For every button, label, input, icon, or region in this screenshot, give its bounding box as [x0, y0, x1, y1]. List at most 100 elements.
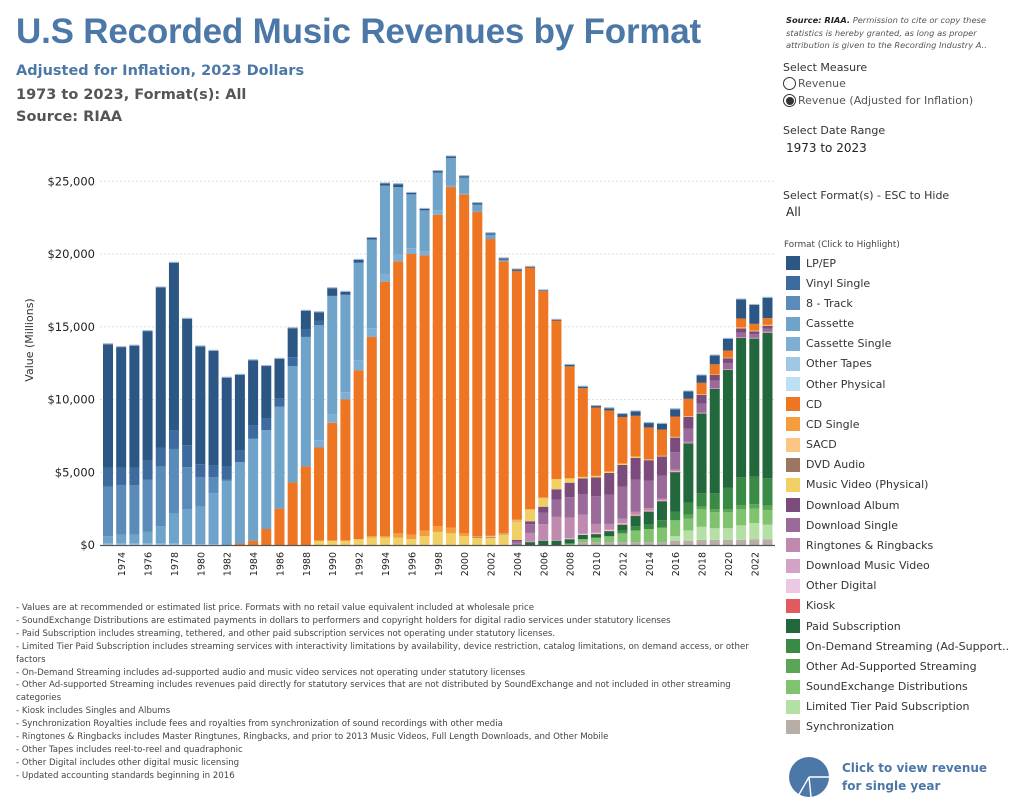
radio-unselected-icon[interactable]: [783, 77, 796, 90]
legend-item[interactable]: SACD: [786, 437, 837, 452]
bar-segment: [604, 531, 615, 537]
legend-label: Other Ad-Supported Streaming: [806, 659, 977, 673]
bar-segment: [696, 394, 707, 395]
legend-item[interactable]: SoundExchange Distributions: [786, 679, 968, 694]
format-filter-value[interactable]: All: [786, 205, 801, 219]
bar-segment: [749, 476, 760, 505]
legend-item[interactable]: Paid Subscription: [786, 619, 901, 634]
legend-swatch: [786, 296, 800, 311]
bar-segment: [366, 328, 377, 337]
bar-cap: [287, 327, 298, 329]
bar-segment: [670, 469, 681, 472]
bar-segment: [564, 364, 575, 367]
bar-segment: [617, 523, 628, 525]
bar-segment: [709, 493, 720, 510]
legend-item[interactable]: Ringtones & Ringbacks: [786, 538, 933, 553]
bar-segment: [564, 517, 575, 539]
bar-segment: [327, 422, 338, 541]
legend-item[interactable]: Limited Tier Paid Subscription: [786, 699, 970, 714]
footnotes: - Values are at recommended or estimated…: [16, 602, 761, 783]
bar-segment: [683, 443, 694, 444]
bar-segment: [722, 369, 733, 488]
single-year-pie-button[interactable]: Click to view revenue for single year: [788, 756, 992, 798]
bar-segment: [551, 479, 562, 490]
bar-segment: [630, 411, 641, 416]
bar-segment: [327, 414, 338, 423]
bar-segment: [577, 539, 588, 543]
legend-swatch: [786, 417, 800, 432]
legend-item[interactable]: Kiosk: [786, 598, 835, 613]
bar-segment: [525, 541, 536, 543]
legend-item[interactable]: LP/EP: [786, 256, 836, 270]
bar-segment: [709, 509, 720, 513]
legend-item[interactable]: Music Video (Physical): [786, 477, 928, 492]
bar-segment: [155, 466, 166, 527]
bar-segment: [683, 502, 694, 515]
legend-item[interactable]: Other Tapes: [786, 356, 872, 371]
bar-segment: [248, 360, 259, 426]
footnote: - Limited Tier Paid Subscription include…: [16, 641, 749, 665]
legend-swatch: [786, 518, 800, 533]
legend-item[interactable]: Vinyl Single: [786, 276, 870, 291]
dashboard-title: U.S Recorded Music Revenues by Format: [16, 12, 702, 51]
bar-segment: [182, 467, 193, 510]
bar-segment: [591, 475, 602, 478]
legend-item[interactable]: CD: [786, 397, 822, 412]
bar-segment: [762, 510, 773, 525]
bar-segment: [591, 523, 602, 533]
bar-segment: [300, 310, 311, 330]
bar-segment: [551, 489, 562, 500]
bar-segment: [287, 328, 298, 358]
radio-selected-icon[interactable]: [783, 94, 796, 107]
y-tick-label: $5,000: [55, 465, 95, 479]
bar-segment: [630, 457, 641, 480]
x-tick-label: 2018: [698, 552, 709, 576]
legend-item[interactable]: Other Digital: [786, 578, 876, 593]
bar-segment: [722, 369, 733, 370]
bar-cap: [379, 182, 390, 184]
legend-item[interactable]: Other Ad-Supported Streaming: [786, 659, 977, 674]
bar-segment: [630, 515, 641, 527]
bar-segment: [538, 498, 549, 507]
bar-segment: [459, 193, 470, 195]
bar-segment: [393, 254, 404, 262]
legend-item[interactable]: Other Physical: [786, 377, 885, 392]
bar-cap: [656, 422, 667, 424]
bar-segment: [736, 509, 747, 526]
measure-option-adjusted[interactable]: Revenue (Adjusted for Inflation): [783, 94, 973, 107]
legend-item[interactable]: Synchronization: [786, 719, 894, 734]
bar-segment: [762, 524, 773, 540]
radio-label: Revenue (Adjusted for Inflation): [798, 94, 974, 107]
bar-segment: [722, 512, 733, 529]
source-note-text: Permission to cite or copy these statist…: [786, 15, 987, 50]
bar-segment: [182, 318, 193, 446]
footnote: - Synchronization Royalties include fees…: [16, 719, 503, 730]
measure-option-revenue[interactable]: Revenue: [783, 77, 846, 90]
legend-item[interactable]: Download Album: [786, 498, 899, 513]
y-tick-label: $20,000: [47, 247, 95, 261]
legend-item[interactable]: On-Demand Streaming (Ad-Support..: [786, 639, 1009, 654]
legend-swatch: [786, 598, 800, 613]
legend-item[interactable]: Download Single: [786, 518, 898, 533]
legend-item[interactable]: 8 - Track: [786, 296, 853, 311]
bar-segment: [630, 511, 641, 515]
bar-segment: [762, 539, 773, 545]
bar-segment: [525, 532, 536, 542]
bar-segment: [749, 330, 760, 332]
bar-segment: [353, 262, 364, 361]
legend-item[interactable]: Cassette Single: [786, 336, 891, 351]
bar-segment: [749, 323, 760, 331]
bar-segment: [340, 291, 351, 295]
date-range-value[interactable]: 1973 to 2023: [786, 141, 867, 155]
legend-item[interactable]: Cassette: [786, 316, 854, 331]
legend-item[interactable]: Download Music Video: [786, 558, 930, 573]
bar-segment: [749, 508, 760, 524]
legend-item[interactable]: CD Single: [786, 417, 859, 432]
bar-segment: [511, 519, 522, 521]
bar-segment: [551, 499, 562, 517]
bar-segment: [577, 542, 588, 545]
bar-segment: [591, 532, 602, 534]
bar-segment: [564, 543, 575, 545]
legend-item[interactable]: DVD Audio: [786, 457, 865, 472]
y-tick-label: $25,000: [47, 174, 95, 188]
